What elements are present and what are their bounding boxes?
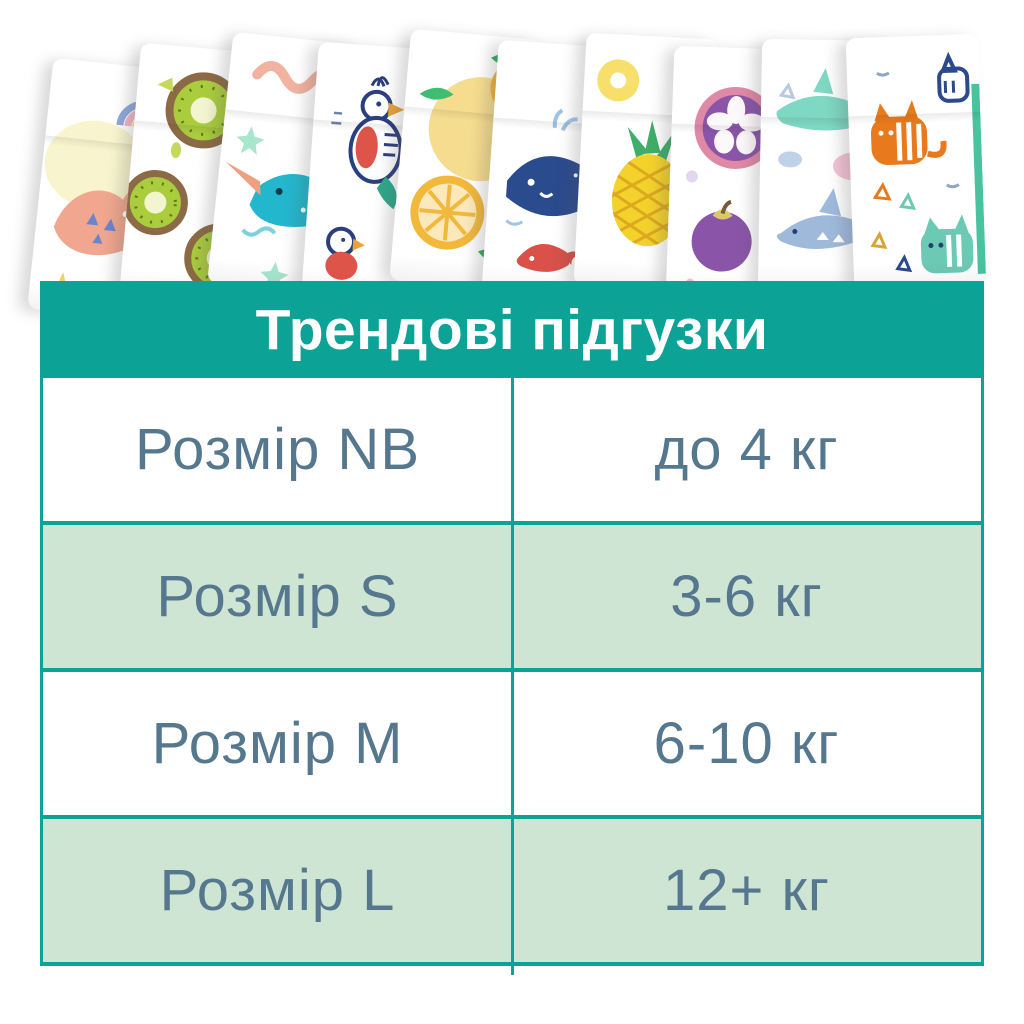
weight-value-s: 3-6 кг (670, 564, 823, 629)
size-label-nb: Розмір NB (134, 417, 421, 482)
size-table: Трендові підгузки Розмір NB до 4 кг Розм… (40, 281, 984, 975)
table-title: Трендові підгузки (255, 297, 769, 362)
table-body: Розмір NB до 4 кг Розмір S 3-6 кг Розмір… (40, 378, 984, 975)
diaper-cat (845, 33, 987, 291)
table-title-banner: Трендові підгузки (40, 281, 984, 378)
size-label-s: Розмір S (156, 564, 399, 629)
column-divider (511, 378, 514, 975)
diapers-photo-strip (27, 28, 987, 323)
size-label-m: Розмір M (151, 711, 404, 776)
weight-value-m: 6-10 кг (653, 711, 840, 776)
weight-value-l: 12+ кг (662, 858, 831, 923)
weight-value-nb: до 4 кг (654, 417, 839, 482)
cat-pattern-icon (870, 51, 986, 274)
size-label-l: Розмір L (159, 858, 396, 923)
